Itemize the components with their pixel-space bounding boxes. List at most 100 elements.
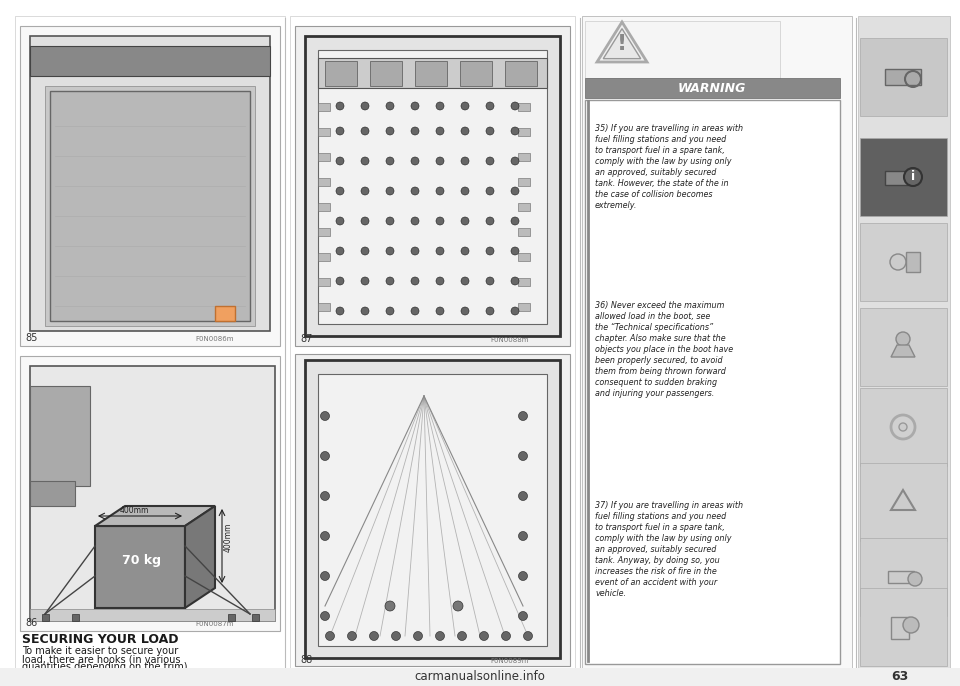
Circle shape bbox=[336, 102, 344, 110]
Circle shape bbox=[321, 491, 329, 501]
Bar bbox=[505, 61, 537, 86]
Text: been properly secured, to avoid: been properly secured, to avoid bbox=[595, 356, 723, 365]
Circle shape bbox=[411, 127, 419, 135]
Circle shape bbox=[348, 632, 356, 641]
Text: load, there are hooks (in various: load, there are hooks (in various bbox=[22, 654, 180, 664]
Text: 88: 88 bbox=[300, 655, 312, 665]
Circle shape bbox=[479, 632, 489, 641]
Circle shape bbox=[436, 632, 444, 641]
Text: comply with the law by using only: comply with the law by using only bbox=[595, 534, 732, 543]
Bar bbox=[585, 21, 780, 78]
Text: consequent to sudden braking: consequent to sudden braking bbox=[595, 378, 717, 387]
Circle shape bbox=[386, 247, 394, 255]
Circle shape bbox=[392, 632, 400, 641]
Text: i: i bbox=[911, 171, 915, 183]
Circle shape bbox=[511, 187, 519, 195]
Circle shape bbox=[336, 187, 344, 195]
Text: F0N0086m: F0N0086m bbox=[195, 336, 233, 342]
Circle shape bbox=[411, 187, 419, 195]
Text: fixed to the floor fig. 87 – fig. 88.: fixed to the floor fig. 87 – fig. 88. bbox=[22, 670, 181, 680]
Circle shape bbox=[321, 571, 329, 580]
Bar bbox=[906, 252, 920, 272]
Circle shape bbox=[361, 247, 369, 255]
Bar bbox=[860, 463, 947, 541]
Bar bbox=[30, 36, 270, 331]
Bar bbox=[860, 308, 947, 386]
Bar bbox=[30, 366, 275, 621]
Circle shape bbox=[414, 632, 422, 641]
Circle shape bbox=[486, 277, 494, 285]
Circle shape bbox=[899, 423, 907, 431]
Circle shape bbox=[361, 102, 369, 110]
Bar bbox=[318, 153, 330, 161]
Circle shape bbox=[386, 127, 394, 135]
Bar bbox=[295, 354, 570, 666]
Circle shape bbox=[486, 157, 494, 165]
Bar bbox=[318, 128, 330, 136]
Text: tank. However, the state of the in: tank. However, the state of the in bbox=[595, 179, 729, 188]
Bar bbox=[415, 61, 447, 86]
Bar bbox=[318, 303, 330, 311]
Bar bbox=[585, 78, 840, 98]
Circle shape bbox=[486, 217, 494, 225]
Text: 400mm: 400mm bbox=[120, 506, 150, 515]
Bar bbox=[42, 614, 49, 621]
Text: carmanualsonline.info: carmanualsonline.info bbox=[415, 670, 545, 683]
Circle shape bbox=[411, 277, 419, 285]
Circle shape bbox=[321, 412, 329, 421]
Circle shape bbox=[386, 277, 394, 285]
Polygon shape bbox=[185, 506, 215, 608]
Circle shape bbox=[461, 277, 469, 285]
Circle shape bbox=[461, 157, 469, 165]
Bar bbox=[860, 223, 947, 301]
Bar bbox=[318, 228, 330, 236]
Bar bbox=[891, 617, 909, 639]
Circle shape bbox=[486, 247, 494, 255]
Circle shape bbox=[436, 157, 444, 165]
Bar bbox=[72, 614, 79, 621]
Circle shape bbox=[436, 247, 444, 255]
Circle shape bbox=[518, 611, 527, 621]
Bar bbox=[860, 138, 947, 216]
Circle shape bbox=[518, 571, 527, 580]
Bar bbox=[20, 26, 280, 346]
Bar bbox=[860, 38, 947, 116]
Polygon shape bbox=[95, 526, 185, 608]
Bar bbox=[518, 178, 530, 186]
Text: F0N0087m: F0N0087m bbox=[195, 621, 233, 627]
Text: 86: 86 bbox=[25, 618, 37, 628]
Text: fuel filling stations and you need: fuel filling stations and you need bbox=[595, 512, 727, 521]
Text: 70 kg: 70 kg bbox=[122, 554, 161, 567]
Circle shape bbox=[511, 102, 519, 110]
Circle shape bbox=[386, 102, 394, 110]
Circle shape bbox=[890, 254, 906, 270]
Circle shape bbox=[361, 157, 369, 165]
Circle shape bbox=[411, 217, 419, 225]
Text: allowed load in the boot, see: allowed load in the boot, see bbox=[595, 312, 710, 321]
Circle shape bbox=[386, 157, 394, 165]
Text: F0N0089m: F0N0089m bbox=[490, 658, 529, 664]
Circle shape bbox=[511, 247, 519, 255]
Text: SECURING YOUR LOAD: SECURING YOUR LOAD bbox=[22, 633, 179, 646]
Circle shape bbox=[370, 632, 378, 641]
Bar bbox=[518, 128, 530, 136]
Circle shape bbox=[896, 332, 910, 346]
Circle shape bbox=[336, 217, 344, 225]
Polygon shape bbox=[597, 22, 647, 62]
Bar bbox=[518, 228, 530, 236]
Text: an approved, suitably secured: an approved, suitably secured bbox=[595, 168, 716, 177]
Bar bbox=[858, 16, 950, 671]
Bar bbox=[295, 26, 570, 346]
Circle shape bbox=[511, 127, 519, 135]
Text: 87: 87 bbox=[300, 334, 312, 344]
Circle shape bbox=[336, 277, 344, 285]
Circle shape bbox=[361, 217, 369, 225]
Circle shape bbox=[908, 572, 922, 586]
Bar bbox=[585, 100, 840, 664]
Text: to transport fuel in a spare tank,: to transport fuel in a spare tank, bbox=[595, 523, 725, 532]
Text: 85: 85 bbox=[25, 333, 37, 343]
Bar bbox=[318, 178, 330, 186]
Circle shape bbox=[511, 307, 519, 315]
Circle shape bbox=[461, 307, 469, 315]
Text: objects you place in the boot have: objects you place in the boot have bbox=[595, 345, 733, 354]
